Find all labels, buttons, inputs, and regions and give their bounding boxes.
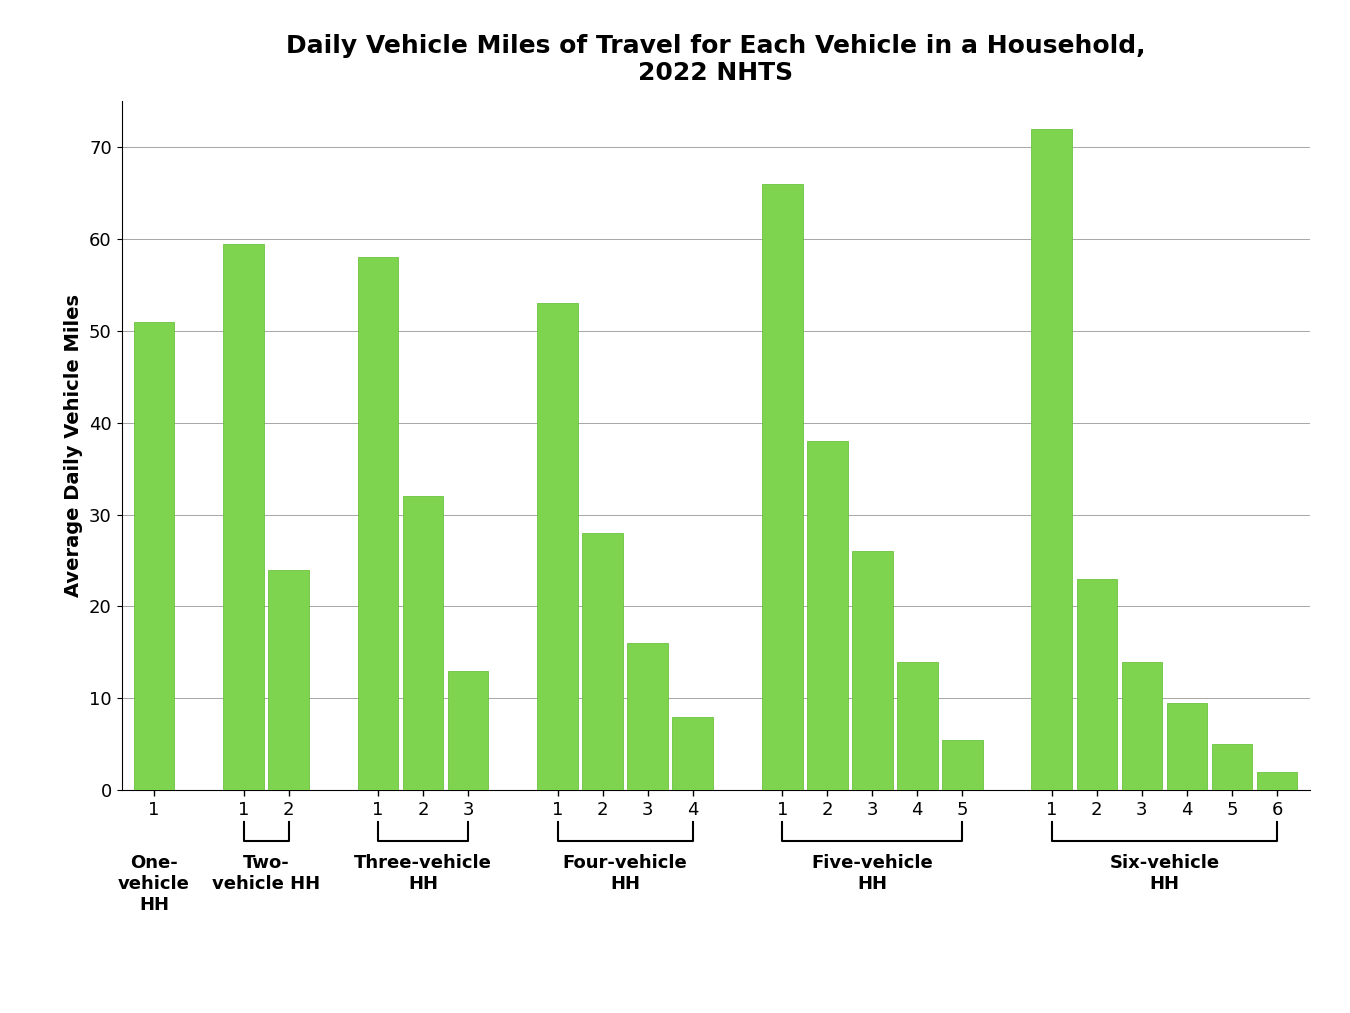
Bar: [269, 569, 309, 790]
Bar: [582, 533, 622, 790]
Bar: [223, 244, 263, 790]
Bar: [672, 716, 713, 790]
Bar: [358, 257, 398, 790]
Bar: [1076, 578, 1118, 790]
Bar: [896, 661, 938, 790]
Bar: [537, 303, 578, 790]
Text: Three-vehicle
HH: Three-vehicle HH: [354, 854, 491, 893]
Text: One-
vehicle
HH: One- vehicle HH: [117, 854, 190, 914]
Bar: [761, 184, 802, 790]
Bar: [807, 441, 848, 790]
Text: Two-
vehicle HH: Two- vehicle HH: [212, 854, 320, 893]
Bar: [448, 671, 489, 790]
Y-axis label: Average Daily Vehicle Miles: Average Daily Vehicle Miles: [65, 294, 84, 598]
Bar: [1211, 745, 1253, 790]
Text: Six-vehicle
HH: Six-vehicle HH: [1110, 854, 1219, 893]
Bar: [1166, 703, 1207, 790]
Text: Five-vehicle
HH: Five-vehicle HH: [811, 854, 933, 893]
Bar: [852, 551, 892, 790]
Bar: [942, 739, 983, 790]
Text: Four-vehicle
HH: Four-vehicle HH: [563, 854, 687, 893]
Title: Daily Vehicle Miles of Travel for Each Vehicle in a Household,
2022 NHTS: Daily Vehicle Miles of Travel for Each V…: [286, 33, 1145, 85]
Bar: [1257, 772, 1297, 790]
Bar: [1031, 129, 1072, 790]
Bar: [402, 496, 443, 790]
Bar: [628, 643, 668, 790]
Bar: [134, 322, 174, 790]
Bar: [1122, 661, 1162, 790]
